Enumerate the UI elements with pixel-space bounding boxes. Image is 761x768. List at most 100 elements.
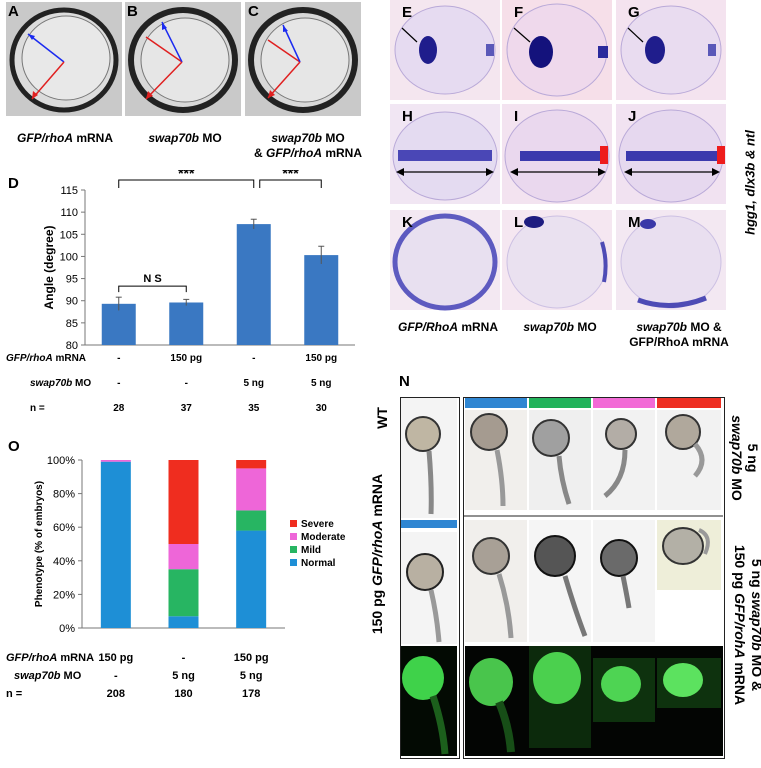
caption-suffix: mRNA [457, 320, 498, 334]
legend-swatch [290, 520, 297, 527]
ns-label: N S [143, 273, 161, 285]
stacked-bar-segment [100, 460, 131, 462]
bar [101, 303, 136, 345]
row2-gene: swap70b [14, 670, 61, 682]
y-tick-label: 105 [60, 229, 78, 241]
table-cell: - [252, 353, 256, 364]
stacked-bar-segment [236, 460, 267, 469]
legend-swatch [290, 533, 297, 540]
y-tick-label: 60% [53, 522, 75, 534]
y-tick-label: 95 [66, 274, 78, 286]
caption-suffix: MO [199, 131, 222, 145]
row1-label: GFP/rhoA mRNA [6, 353, 86, 364]
row2-label: swap70b MO [14, 670, 81, 682]
stacked-bar-segment [168, 544, 199, 570]
caption-suffix: MO [322, 131, 345, 145]
table-cell: - [113, 670, 118, 682]
significance-label: *** [282, 170, 299, 181]
panel-l-caption: swap70b MO [504, 320, 616, 334]
caption-suffix-2: mRNA [321, 146, 362, 160]
table-cell: 178 [241, 688, 261, 700]
row1-suffix: mRNA [52, 353, 87, 364]
y-tick-label: 90 [66, 296, 78, 308]
panel-d-label: D [8, 175, 19, 192]
caption-suffix: MO & [687, 320, 722, 334]
bar [236, 224, 271, 345]
y-tick-label: 100% [47, 455, 75, 467]
caption-and: & [253, 146, 266, 160]
panel-b-label: B [127, 3, 138, 20]
panel-e-label: E [402, 4, 413, 21]
panel-n-label: N [399, 373, 410, 390]
ns-bracket [118, 285, 187, 293]
label-dose: 5 ng [749, 559, 761, 588]
caption-suffix: MO [574, 320, 597, 334]
row2-suffix: MO [72, 378, 92, 389]
stacked-bar-segment [236, 468, 267, 511]
panel-a-label: A [8, 3, 19, 20]
table-cell: 150 pg [233, 652, 269, 664]
significance-bracket [118, 179, 255, 188]
caption-gene: swap70b [271, 131, 323, 145]
label-suffix: mRNA [369, 473, 385, 521]
caption-gene-2: GFP/rhoA [265, 146, 322, 160]
panel-b-caption: swap70b MO [126, 131, 244, 145]
phenotype-color-strip [529, 398, 591, 408]
caption-gene: swap70b [636, 320, 688, 334]
table-cell: - [117, 378, 121, 389]
caption-suffix: mRNA [72, 131, 113, 145]
table-cell: - [184, 378, 188, 389]
legend-swatch [290, 559, 297, 566]
y-tick-label: 115 [60, 185, 78, 197]
table-cell: 35 [248, 403, 260, 414]
legend-label: Normal [301, 558, 336, 569]
table-cell: 150 pg [98, 652, 134, 664]
row3-label: n = [6, 688, 23, 700]
panel-o-chart: 0% 20% 40% 60% 80% 100% Phenotype (% of embryo… [34, 455, 346, 635]
caption-gene: GFP/RhoA [397, 320, 458, 334]
label-gene-2: GFP/rohA [732, 593, 748, 659]
panel-m-caption: swap70b MO & GFP/RhoA mRNA [616, 320, 742, 350]
legend-label: Mild [301, 545, 321, 556]
row3-label: n = [30, 403, 45, 414]
table-cell: 5 ng [310, 378, 332, 389]
label-gene: GFP/rhoA [369, 520, 385, 586]
stacked-bar-segment [236, 530, 267, 628]
table-cell: 208 [106, 688, 125, 700]
table-cell: 28 [113, 403, 125, 414]
stacked-bar-segment [236, 510, 267, 531]
row2-suffix: MO [60, 670, 82, 682]
phenotype-color-strip [465, 398, 527, 408]
significance-label: *** [178, 170, 195, 181]
e-m-embryo-drawings [390, 0, 726, 311]
label-dose-2: 150 pg [732, 544, 748, 594]
caption-gene: GFP/rhoA [16, 131, 73, 145]
y-axis-label: Phenotype (% of embryos) [34, 481, 45, 607]
table-cell: - [181, 652, 186, 664]
bar [169, 302, 204, 345]
y-tick-label: 100 [60, 251, 78, 263]
panel-l-label: L [514, 214, 524, 231]
phenotype-color-strip [657, 398, 721, 408]
y-tick-label: 80% [53, 489, 75, 501]
panel-n-images [401, 398, 723, 756]
row1-gene: GFP/rhoA [6, 353, 53, 364]
y-tick-label: 85 [66, 318, 78, 330]
panel-m-label: M [628, 214, 641, 231]
panel-c-caption: swap70b MO & GFP/rhoA mRNA [244, 131, 372, 161]
table-cell: 180 [174, 688, 193, 700]
panel-c-label: C [248, 3, 259, 20]
row1-label: GFP/rhoA mRNA [6, 652, 94, 664]
table-cell: 150 pg [305, 353, 338, 364]
panel-j-label: J [628, 108, 637, 125]
phenotype-color-strip [593, 398, 655, 408]
caption-gene: swap70b [148, 131, 200, 145]
combo-side-label: 5 ng swap70b MO & 150 pg GFP/rohA mRNA [731, 495, 761, 755]
e-m-side-label: hgg1, dlx3b & ntl [742, 130, 758, 235]
table-cell: 30 [315, 403, 327, 414]
label-dose: 5 ng [745, 443, 761, 473]
table-cell: 150 pg [170, 353, 203, 364]
panel-g-label: G [628, 4, 640, 21]
panel-h-label: H [402, 108, 413, 125]
panel-f-label: F [514, 4, 524, 21]
